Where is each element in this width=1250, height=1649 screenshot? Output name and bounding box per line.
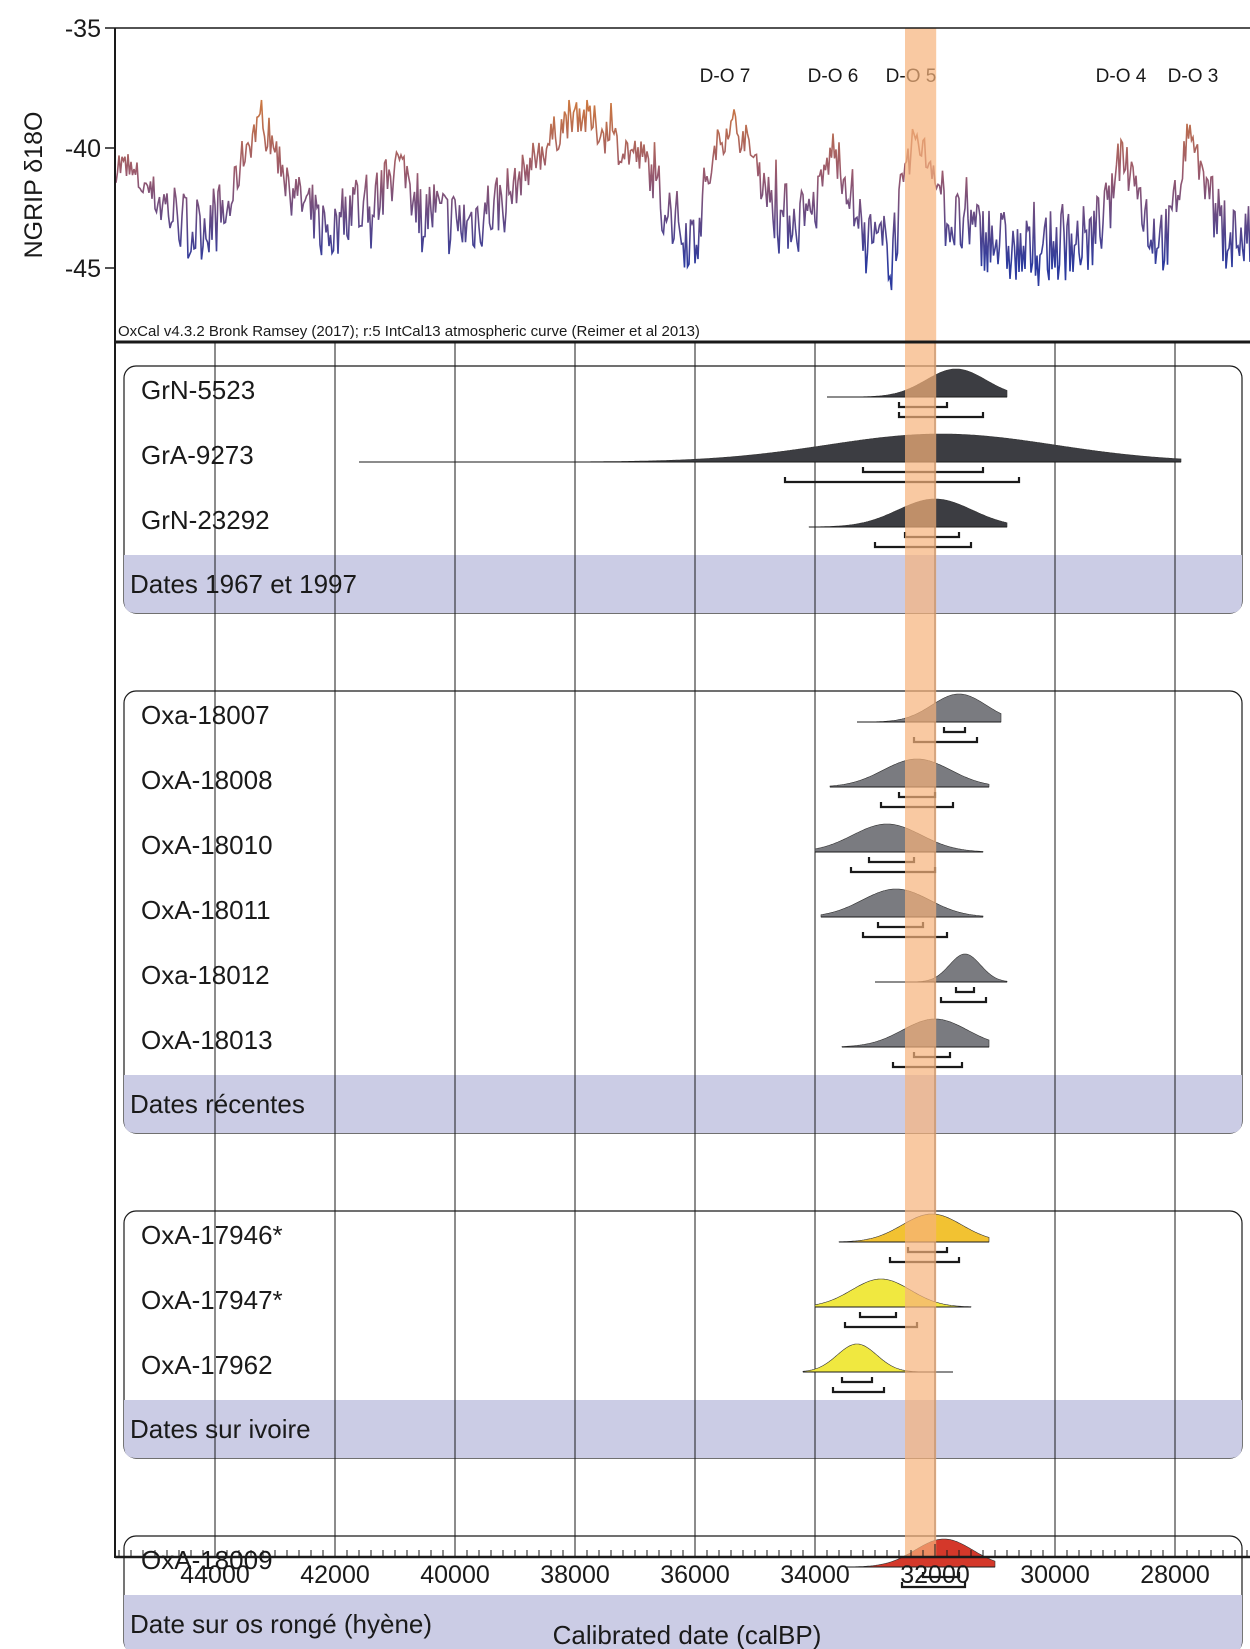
hpd-68-bracket: [840, 1377, 874, 1384]
date-group-box: [123, 690, 1243, 1134]
hpd-68-bracket: [942, 727, 967, 734]
x-axis: 44000 42000 40000 38000 36000 34000 32000 30000…: [118, 1544, 1248, 1589]
date-label: GrA-9273: [141, 440, 254, 470]
do-event-label: D-O 6: [808, 66, 859, 87]
hpd-68-bracket: [954, 987, 976, 994]
ngrip-y-tick-label: -40: [65, 135, 101, 163]
probability-distribution: [814, 823, 984, 853]
x-tick-label: 28000: [1140, 1561, 1210, 1589]
x-tick-label: 40000: [420, 1561, 490, 1589]
probability-distribution: [820, 888, 984, 918]
hpd-95-bracket: [939, 997, 988, 1004]
x-tick-label: 30000: [1020, 1561, 1090, 1589]
ngrip-y-tick-label: -35: [65, 15, 101, 43]
calibration-groups: Dates 1967 et 1997 Dates récentes Dates su…: [123, 365, 1243, 1649]
x-tick-label: 44000: [180, 1561, 250, 1589]
oxcal-caption: OxCal v4.3.2 Bronk Ramsey (2017); r:5 In…: [118, 323, 700, 340]
hpd-68-bracket: [858, 1312, 898, 1319]
group-label: Date sur os rongé (hyène): [130, 1609, 432, 1639]
hpd-95-bracket: [900, 1582, 967, 1589]
hpd-95-bracket: [831, 1387, 886, 1394]
ngrip-y-ticks: -35 -40 -45: [65, 15, 115, 283]
date-label: OxA-18013: [141, 1025, 273, 1055]
x-tick-label: 36000: [660, 1561, 730, 1589]
probability-distribution: [814, 1278, 972, 1308]
do-event-labels: D-O 7D-O 6D-O 5D-O 4D-O 3: [700, 66, 1219, 87]
date-label: OxA-18008: [141, 765, 273, 795]
x-tick-label: 32000: [900, 1561, 970, 1589]
ngrip-y-tick-label: -45: [65, 255, 101, 283]
hpd-95-bracket: [897, 412, 985, 419]
group-label-band: [124, 1075, 1242, 1133]
group-label: Dates 1967 et 1997: [130, 569, 357, 599]
ngrip-y-axis-label: NGRIP δ18O: [20, 112, 48, 259]
date-label: GrN-23292: [141, 505, 270, 535]
hpd-95-bracket: [783, 477, 1021, 484]
ngrip-panel: NGRIP δ18O -35-40-45 D-O 7D-O 6D-O 5D-O …: [20, 15, 1250, 340]
date-label: OxA-17962: [141, 1350, 273, 1380]
x-tick-label: 38000: [540, 1561, 610, 1589]
date-label: OxA-17947*: [141, 1285, 283, 1315]
d-o-5-highlight-band: [905, 28, 937, 1558]
x-tick-label: 34000: [780, 1561, 850, 1589]
date-label: OxA-18010: [141, 830, 273, 860]
group-label-band: [124, 1400, 1242, 1458]
date-label: OxA-17946*: [141, 1220, 283, 1250]
date-label: GrN-5523: [141, 375, 255, 405]
do-event-label: D-O 4: [1096, 66, 1147, 87]
do-event-label: D-O 3: [1168, 66, 1219, 87]
date-label: Oxa-18012: [141, 960, 270, 990]
date-label: OxA-18011: [141, 895, 271, 925]
date-label: Oxa-18007: [141, 700, 270, 730]
x-tick-label: 42000: [300, 1561, 370, 1589]
group-label-band: [124, 555, 1242, 613]
group-label: Dates récentes: [130, 1089, 305, 1119]
hpd-68-bracket: [921, 1572, 961, 1579]
group-label: Dates sur ivoire: [130, 1414, 311, 1444]
do-event-label: D-O 7: [700, 66, 751, 87]
ngrip-d18o-series: [115, 99, 1250, 291]
group-label-band: [124, 1595, 1242, 1649]
x-axis-title: Calibrated date (calBP): [553, 1620, 822, 1649]
